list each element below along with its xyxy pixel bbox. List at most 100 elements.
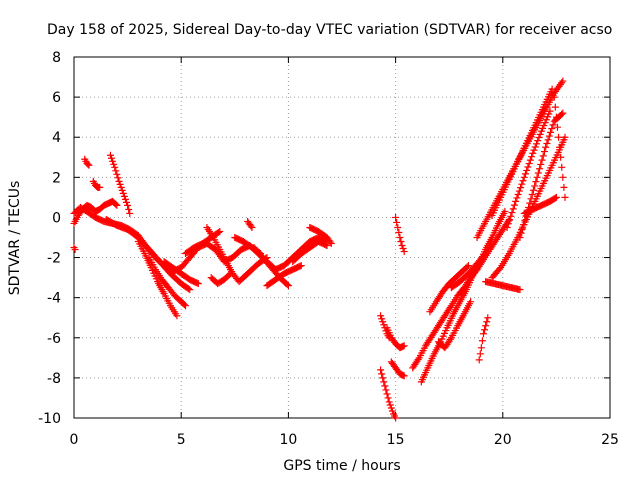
x-axis-label: GPS time / hours [283,458,400,474]
data-point [117,183,125,191]
data-point [386,401,394,409]
data-point [561,133,569,141]
y-tick-label: -6 [47,331,61,347]
data-point [215,228,223,236]
data-point [521,170,529,178]
data-point [560,183,568,191]
chart-title: Day 158 of 2025, Sidereal Day-to-day VTE… [47,22,612,38]
data-point [475,356,483,364]
data-point [126,209,134,217]
data-point [446,335,454,343]
data-point [397,238,405,246]
data-point [96,183,104,191]
data-point [480,330,488,338]
data-point [561,193,569,201]
data-point [525,160,533,168]
data-point [552,193,560,201]
y-tick-label: 2 [52,170,61,186]
data-point [484,314,492,322]
data-point [395,228,403,236]
data-point [377,366,385,374]
data-point [507,212,515,220]
data-point [543,140,551,148]
data-point [534,137,542,145]
data-point [513,194,521,202]
data-point [248,223,256,231]
data-point [381,382,389,390]
data-point [478,337,486,345]
data-point [529,186,537,194]
data-point [549,121,557,129]
y-tick-label: 4 [52,130,61,146]
data-point [400,248,408,256]
data-point [109,157,117,165]
data-point [519,177,527,185]
data-point [225,271,233,279]
data-point [108,154,116,162]
data-point [185,285,193,293]
data-point [482,322,490,330]
data-point [559,77,567,85]
data-point [71,246,79,254]
data-point [121,195,129,203]
data-point [523,166,531,174]
data-point [558,79,566,87]
data-point [547,128,555,136]
data-point [123,198,131,206]
data-point [534,169,542,177]
data-point [110,160,118,168]
data-point [379,374,387,382]
data-point [398,242,406,250]
data-point [521,216,529,224]
data-point [112,167,120,175]
data-point [394,223,402,231]
data-point [517,184,525,192]
data-point [510,201,518,209]
data-point [216,227,224,235]
x-tick-label: 15 [387,432,405,448]
data-point [378,370,386,378]
data-point [84,160,92,168]
data-point [387,404,395,412]
data-point [551,103,559,111]
y-axis-label: SDTVAR / TECUs [7,181,23,296]
data-point [393,218,401,226]
data-point [553,123,561,131]
data-point [550,93,558,101]
data-point [548,125,556,133]
data-point [106,151,114,159]
x-tick-label: 0 [70,432,79,448]
data-point [557,153,565,161]
data-point [506,216,514,224]
data-point [545,132,553,140]
y-tick-label: 8 [52,50,61,66]
data-point [380,321,388,329]
data-point [378,315,386,323]
data-point [516,286,524,294]
data-point [533,173,541,181]
x-tick-label: 10 [279,432,297,448]
data-point [483,318,491,326]
data-point [383,390,391,398]
data-point [520,221,528,229]
data-point [476,350,484,358]
data-point [531,182,539,190]
data-point [379,318,387,326]
data-point [482,250,490,258]
data-point [532,178,540,186]
data-point [173,312,181,320]
data-point [528,153,536,161]
data-point [527,195,535,203]
data-point [518,180,526,188]
data-point [556,143,564,151]
data-point [464,262,472,270]
data-point [552,113,560,121]
data-point [323,242,331,250]
data-point [380,378,388,386]
y-tick-label: -4 [47,291,61,307]
x-tick-label: 25 [601,432,619,448]
data-point [529,149,537,157]
grid [74,57,610,418]
series-tracks-0-12h [70,151,335,320]
